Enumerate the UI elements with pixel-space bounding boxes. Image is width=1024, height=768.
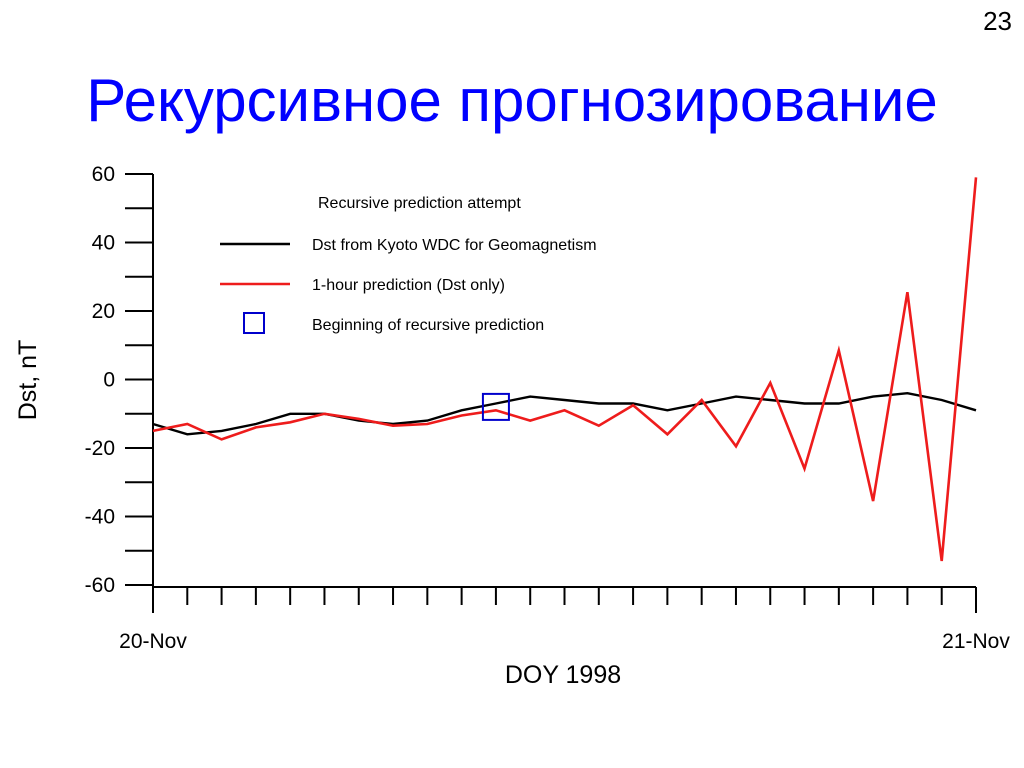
y-tick-label: -40 [85, 506, 115, 529]
y-tick-label: -20 [85, 437, 115, 460]
legend-label-0: Dst from Kyoto WDC for Geomagnetism [312, 237, 597, 254]
legend-label-1: 1-hour prediction (Dst only) [312, 277, 505, 294]
chart-axes: -60 -40 -20 0 20 40 60 20-Nov 21-Nov [85, 163, 1011, 653]
recursive-start-marker [481, 392, 510, 421]
series-line-0 [152, 391, 977, 436]
y-tick-label: 60 [92, 163, 115, 186]
y-tick-label: -60 [85, 574, 115, 597]
y-tick-label: 40 [92, 232, 115, 255]
legend-label-2: Beginning of recursive prediction [312, 317, 544, 334]
y-tick-label: 0 [103, 369, 115, 392]
series-line-1 [152, 177, 978, 562]
chart-legend: Recursive prediction attempt Dst from Kyo… [220, 195, 597, 334]
slide-title: Рекурсивное прогнозирование [86, 67, 938, 134]
slide-number: 23 [983, 6, 1012, 36]
x-tick-label: 20-Nov [119, 630, 187, 653]
legend-swatch-2 [243, 312, 265, 334]
y-tick-label: 20 [92, 300, 115, 323]
legend-header: Recursive prediction attempt [318, 195, 521, 212]
x-axis-title: DOY 1998 [505, 661, 621, 689]
y-axis-title: Dst, nT [14, 340, 42, 421]
x-tick-label: 21-Nov [942, 630, 1010, 653]
chart-series [152, 177, 978, 562]
